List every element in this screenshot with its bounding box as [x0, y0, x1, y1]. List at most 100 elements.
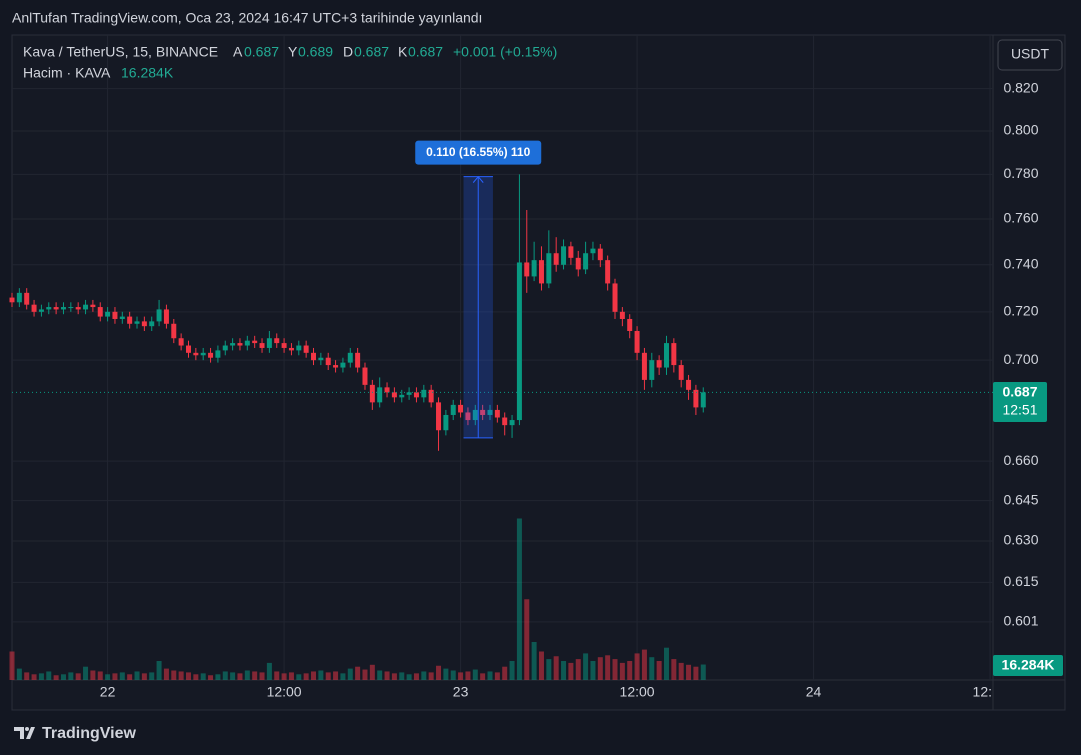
- candle-body: [553, 253, 559, 265]
- volume-bar: [678, 662, 684, 680]
- volume-bar: [627, 661, 633, 680]
- volume-bar: [288, 672, 294, 680]
- currency-button-frame[interactable]: [997, 39, 1063, 71]
- ohlc-value: 0.687: [408, 44, 443, 60]
- volume-bar: [458, 672, 464, 680]
- volume-bar: [347, 668, 353, 680]
- candle-body: [185, 345, 191, 353]
- ohlc-label: D: [343, 44, 353, 60]
- volume-bar: [671, 659, 677, 680]
- candle-body: [428, 389, 434, 403]
- volume-bar: [428, 672, 434, 680]
- volume-bar: [112, 673, 118, 680]
- candle-body: [524, 262, 530, 277]
- volume-bar: [546, 659, 552, 680]
- volume-bar: [509, 661, 515, 680]
- candle-body: [127, 316, 133, 324]
- candle-body: [90, 304, 96, 308]
- volume-bar: [472, 669, 478, 680]
- volume-bar: [53, 675, 59, 680]
- volume-bar: [274, 671, 280, 680]
- candle-body: [686, 379, 692, 390]
- volume-bar: [230, 672, 236, 680]
- candle-body: [178, 338, 184, 346]
- x-tick-label: 12:00: [267, 684, 302, 700]
- candle-body: [465, 412, 471, 421]
- y-tick-label: 0.760: [1003, 210, 1038, 226]
- candle-body: [678, 365, 684, 380]
- volume-bar: [465, 671, 471, 680]
- candle-body: [436, 402, 442, 431]
- ohlc-label: K: [398, 44, 408, 60]
- candle-body: [112, 311, 118, 319]
- volume-bar: [68, 672, 74, 680]
- volume-bar: [355, 666, 361, 680]
- x-tick-label: 23: [453, 684, 469, 700]
- currency-button[interactable]: USDT: [997, 39, 1063, 71]
- volume-bar: [178, 671, 184, 680]
- volume-bar: [634, 653, 640, 680]
- candle-body: [384, 387, 390, 393]
- volume-bar: [406, 674, 412, 680]
- volume-bar: [156, 661, 162, 680]
- candle-body: [31, 304, 37, 312]
- volume-bar: [200, 673, 206, 680]
- candle-body: [215, 350, 221, 358]
- candle-body: [141, 321, 147, 327]
- volume-bar: [237, 673, 243, 680]
- candle-body: [97, 307, 103, 317]
- candle-body: [119, 316, 125, 319]
- y-tick-label: 0.780: [1003, 165, 1038, 181]
- volume-bar: [24, 672, 30, 680]
- candle-body: [413, 392, 419, 398]
- candle-body: [649, 360, 655, 380]
- volume-bar: [75, 673, 81, 680]
- candle-body: [171, 323, 177, 339]
- candle-body: [311, 352, 317, 361]
- candle-body: [347, 352, 353, 363]
- candle-body: [24, 292, 30, 305]
- candle-body: [391, 392, 397, 398]
- candle-body: [259, 343, 265, 348]
- y-tick-label: 0.700: [1003, 351, 1038, 367]
- candle-body: [693, 389, 699, 408]
- price-tag-box: [993, 382, 1047, 422]
- grid: [12, 35, 993, 680]
- volume-bar: [663, 647, 669, 680]
- candle-body: [75, 307, 81, 310]
- volume-bar: [252, 671, 258, 680]
- candle-body: [134, 321, 140, 324]
- currency[interactable]: USDT: [1011, 46, 1050, 62]
- volume-bar: [590, 661, 596, 680]
- volume-bar: [693, 666, 699, 680]
- candle-body: [252, 340, 258, 344]
- axes: 0.820 0.800 0.780 0.760 0.740 0.720 0.700 0.660…: [100, 79, 1039, 699]
- volume-bar: [185, 672, 191, 680]
- x-tick-label: 12:00: [620, 684, 655, 700]
- candle-body: [325, 357, 331, 366]
- candle-body: [531, 260, 537, 277]
- volume-bar: [377, 670, 383, 680]
- candle-body: [458, 404, 464, 413]
- volume-tag-value: 16.284K: [1002, 657, 1055, 673]
- candle-body: [83, 304, 89, 310]
- published-note: AnlTufan TradingView.com, Oca 23, 2024 1…: [12, 10, 482, 26]
- ohlc-value: 0.687: [354, 44, 389, 60]
- measure-label-box: [415, 140, 542, 165]
- volume-bar: [583, 653, 589, 680]
- y-tick-label: 0.740: [1003, 255, 1038, 271]
- volume-bar: [399, 672, 405, 680]
- volume-bar: [480, 673, 486, 680]
- volume-bar: [619, 662, 625, 680]
- ohlc-value: 0.689: [298, 44, 333, 60]
- candle-body: [590, 248, 596, 254]
- candle-body: [274, 338, 280, 344]
- x-tick-label: 22: [100, 684, 116, 700]
- volume-bar: [208, 675, 214, 680]
- volume-bar: [105, 674, 111, 680]
- y-tick-label: 0.615: [1003, 573, 1038, 589]
- candle-body: [68, 307, 74, 309]
- volume-bar: [119, 672, 125, 680]
- volume-bar: [384, 671, 390, 680]
